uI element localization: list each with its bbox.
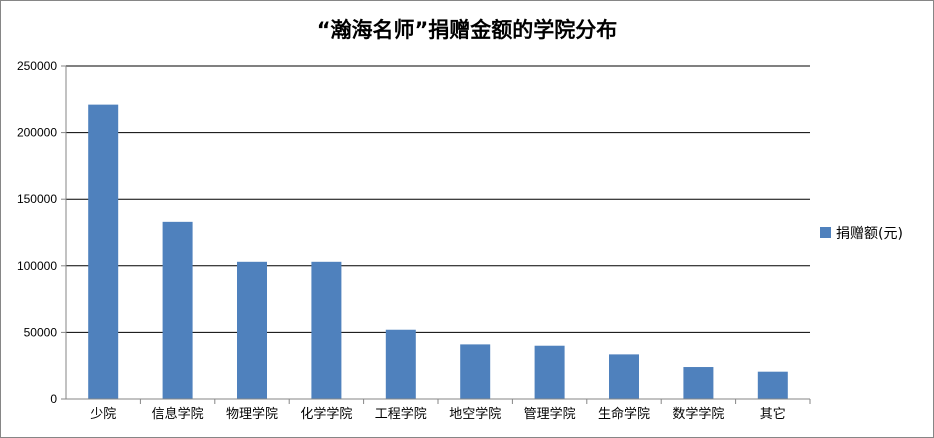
bar: [385, 329, 416, 399]
chart-title: “瀚海名师”捐赠金额的学院分布: [317, 18, 618, 42]
x-tick-label: 数学学院: [672, 406, 724, 422]
axes: [61, 66, 810, 400]
x-tick-label: 工程学院: [375, 406, 427, 422]
x-tick-label: 其它: [760, 406, 786, 422]
bar: [237, 261, 267, 399]
x-tick-label: 地空学院: [449, 406, 501, 422]
y-tick-label: 0: [50, 392, 57, 406]
legend: 捐赠额(元): [820, 226, 903, 242]
bar: [460, 344, 491, 399]
x-tick-label: 管理学院: [524, 406, 576, 422]
y-axis-ticks: 0 50000 100000 150000 200000 250000: [17, 59, 66, 406]
y-tick-label: 100000: [17, 259, 57, 273]
bar: [534, 345, 565, 399]
x-axis-labels: 少院 信息学院 物理学院 化学学院 工程学院 地空学院 管理学院 生命学院 数学学院 其它: [90, 399, 811, 422]
y-tick-label: 150000: [17, 192, 57, 206]
x-tick-label: 少院: [90, 407, 116, 422]
x-tick-label: 物理学院: [226, 406, 278, 422]
y-tick-label: 250000: [17, 59, 57, 73]
bar: [609, 354, 639, 399]
x-tick-label: 信息学院: [152, 406, 204, 422]
y-tick-label: 200000: [17, 126, 57, 140]
bar: [757, 371, 788, 399]
bars: [88, 104, 788, 400]
legend-swatch: [820, 227, 831, 238]
bar: [683, 367, 714, 399]
x-tick-label: 生命学院: [598, 406, 650, 422]
x-tick-label: 化学学院: [300, 406, 352, 422]
y-tick-label: 50000: [24, 325, 58, 339]
bar: [311, 261, 342, 399]
legend-label: 捐赠额(元): [836, 226, 903, 242]
bar: [88, 104, 119, 400]
bar: [162, 221, 193, 399]
